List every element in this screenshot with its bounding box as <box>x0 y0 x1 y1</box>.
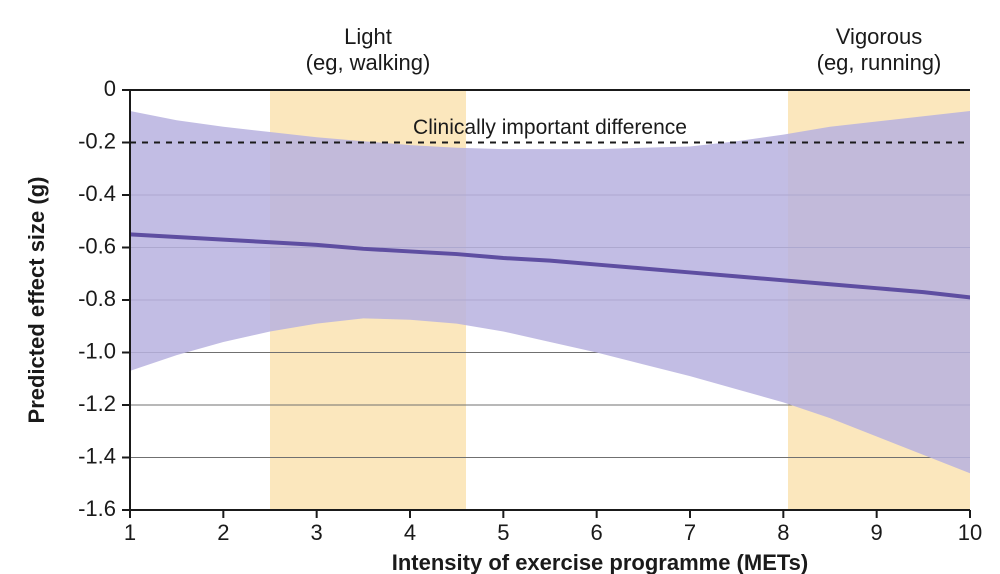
x-tick-label: 8 <box>777 520 789 545</box>
y-tick-label: -1.2 <box>78 391 116 416</box>
x-axis-label: Intensity of exercise programme (METs) <box>392 550 809 574</box>
x-tick-label: 2 <box>217 520 229 545</box>
y-tick-label: 0 <box>104 76 116 101</box>
x-tick-label: 9 <box>871 520 883 545</box>
y-tick-label: -0.4 <box>78 181 116 206</box>
x-tick-label: 6 <box>591 520 603 545</box>
reference-line-label: Clinically important difference <box>413 116 687 139</box>
x-tick-label: 3 <box>311 520 323 545</box>
y-tick-label: -0.8 <box>78 286 116 311</box>
vigorous-band-label-2: (eg, running) <box>817 50 942 75</box>
x-tick-label: 1 <box>124 520 136 545</box>
x-tick-label: 5 <box>497 520 509 545</box>
y-tick-label: -1.0 <box>78 338 116 363</box>
light-band-label-1: Light <box>344 24 392 49</box>
confidence-interval <box>130 111 970 473</box>
y-tick-label: -0.6 <box>78 233 116 258</box>
y-tick-label: -1.6 <box>78 496 116 521</box>
chart-svg: Clinically important difference 1 2 3 4 5 6 7 8 9… <box>0 0 1000 574</box>
y-axis-label: Predicted effect size (g) <box>24 177 49 424</box>
vigorous-band-label-1: Vigorous <box>836 24 922 49</box>
light-band-label-2: (eg, walking) <box>306 50 431 75</box>
y-tick-label: -0.2 <box>78 128 116 153</box>
x-tick-label: 10 <box>958 520 982 545</box>
y-tick-label: -1.4 <box>78 443 116 468</box>
effect-size-chart: Clinically important difference 1 2 3 4 5 6 7 8 9… <box>0 0 1000 574</box>
x-tick-label: 7 <box>684 520 696 545</box>
x-tick-label: 4 <box>404 520 416 545</box>
